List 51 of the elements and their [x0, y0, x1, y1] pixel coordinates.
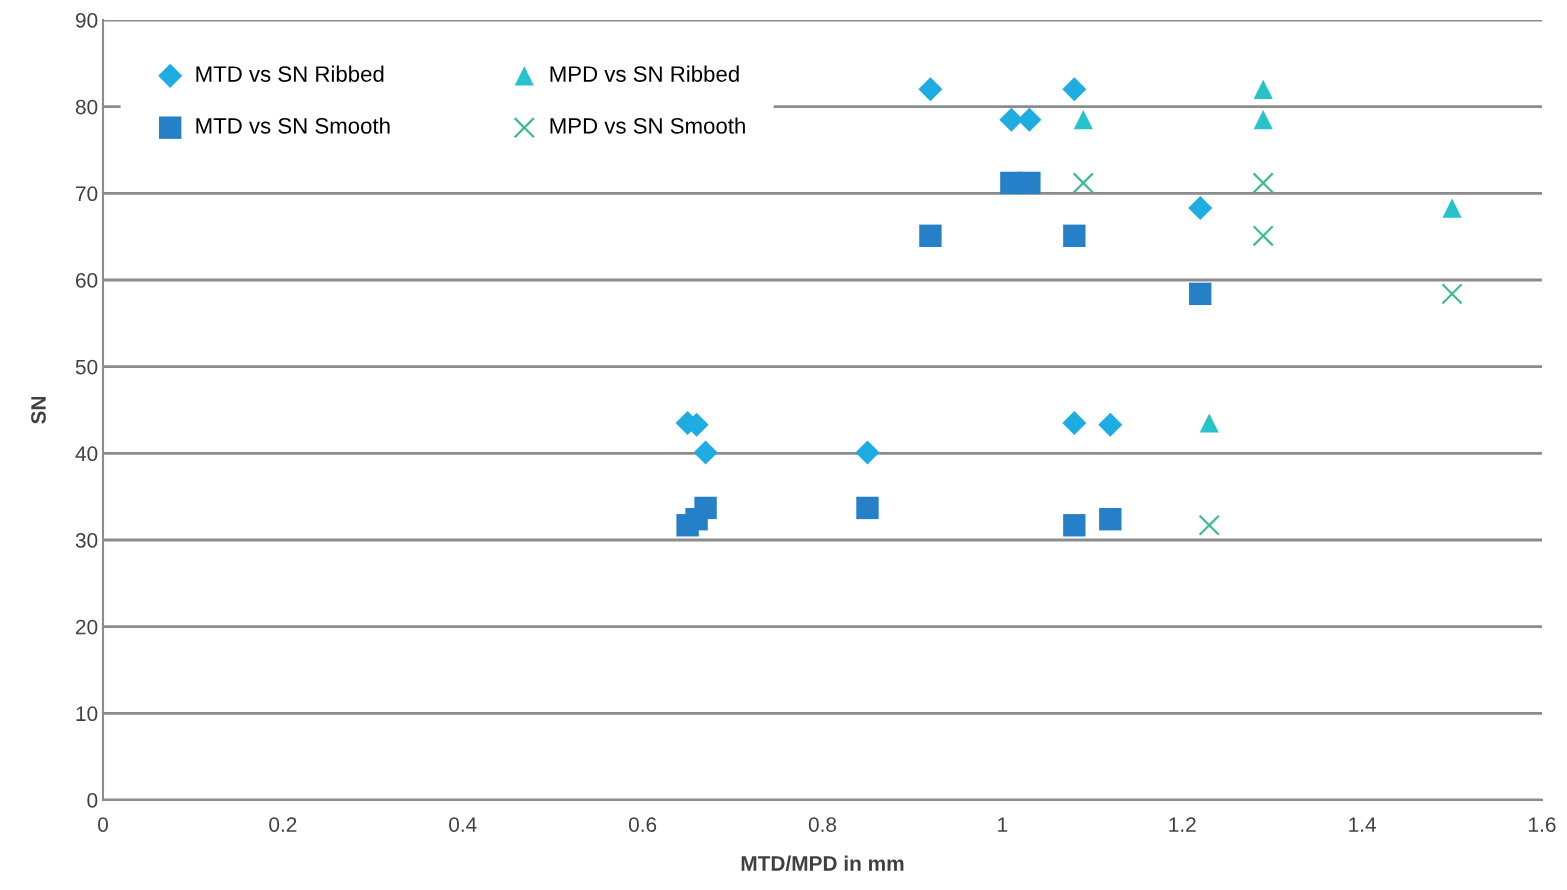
x-tick-label: 0.6: [628, 817, 657, 832]
y-tick-label: 50: [75, 359, 98, 375]
point: [856, 496, 879, 520]
point: [694, 496, 717, 520]
point: [1017, 107, 1042, 132]
y-tick-label: 30: [75, 533, 98, 548]
point: [1018, 171, 1041, 195]
point: [1098, 412, 1123, 437]
y-tick-label: 0: [87, 793, 98, 808]
x-tick-label: 0.2: [269, 817, 297, 832]
point: [855, 440, 880, 465]
x-tick-label: 0.8: [808, 817, 837, 832]
point: [1441, 283, 1463, 305]
y-tick-label: 10: [76, 706, 98, 722]
point: [1198, 514, 1220, 536]
legend-label: MTD vs SN Smooth: [196, 117, 390, 134]
point: [919, 224, 942, 247]
legend-label: MTD vs SN Ribbed: [196, 65, 384, 82]
x-tick-label: 1.2: [1169, 817, 1196, 832]
point: [1063, 514, 1086, 537]
point: [693, 440, 718, 465]
point: [1072, 172, 1094, 194]
y-tick-label: 90: [75, 13, 98, 28]
point: [1253, 110, 1273, 130]
point: [1062, 77, 1087, 102]
point: [1253, 79, 1273, 99]
y-tick-label: 20: [76, 619, 98, 635]
point: [1199, 413, 1219, 433]
point: [1073, 110, 1093, 130]
y-tick-label: 60: [76, 273, 98, 288]
point: [918, 77, 943, 102]
x-tick-label: 1.6: [1529, 817, 1556, 832]
point: [1188, 196, 1213, 221]
point: [1189, 282, 1212, 306]
legend-label: MPD vs SN Ribbed: [550, 65, 739, 82]
point: [1062, 410, 1087, 436]
x-tick-label: 1: [998, 817, 1008, 832]
x-axis-title: MTD/MPD in mm: [741, 855, 904, 872]
x-tick-label: 0: [98, 817, 108, 832]
x-tick-label: 1.4: [1349, 817, 1376, 832]
point: [1252, 172, 1274, 194]
y-tick-label: 80: [75, 99, 98, 115]
legend-label: MPD vs SN Smooth: [550, 117, 745, 134]
point: [1252, 225, 1274, 247]
x-tick-label: 0.4: [449, 817, 477, 832]
y-axis-title: SN: [31, 396, 46, 424]
y-tick-label: 40: [75, 446, 98, 462]
point: [1099, 508, 1122, 531]
point: [1063, 224, 1086, 247]
point: [1442, 198, 1462, 218]
y-tick-label: 70: [76, 186, 98, 202]
